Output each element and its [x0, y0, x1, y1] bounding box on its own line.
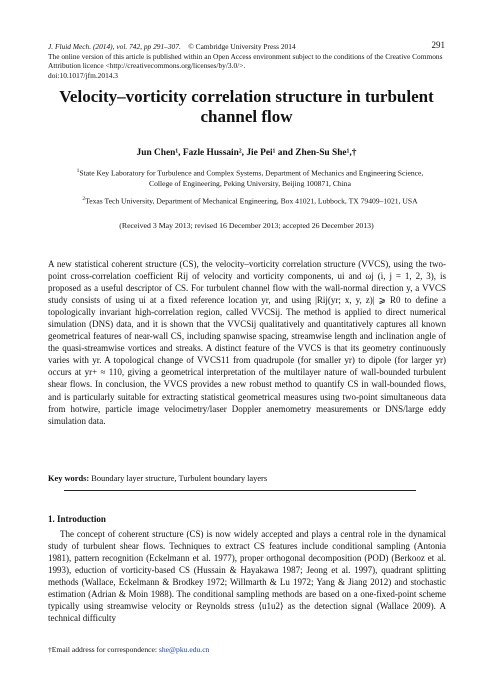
running-header: J. Fluid Mech. (2014), vol. 742, pp 291–…: [48, 42, 446, 80]
divider: [64, 490, 416, 491]
affiliation-mark: 2: [82, 196, 86, 202]
journal-citation: J. Fluid Mech. (2014), vol. 742, pp 291–…: [48, 42, 181, 51]
abstract: A new statistical coherent structure (CS…: [48, 259, 446, 426]
paper-title: Velocity–vorticity correlation structure…: [59, 87, 434, 126]
doi: doi:10.1017/jfm.2014.3: [48, 70, 119, 80]
open-access-notice: The online version of this article is pu…: [48, 51, 443, 71]
footnote: †Email address for correspondence: she@p…: [48, 645, 446, 654]
affiliation-text: State Key Laboratory for Turbulence and …: [79, 168, 424, 188]
page-number: 291: [431, 40, 446, 50]
affiliation-text: Texas Tech University, Department of Mec…: [85, 196, 418, 206]
affiliation-1: 1State Key Laboratory for Turbulence and…: [64, 166, 436, 189]
keywords-list: Boundary layer structure, Turbulent boun…: [91, 474, 268, 483]
keywords-label: Key words:: [48, 474, 90, 483]
section-heading: 1. Introduction: [48, 514, 106, 524]
affiliation-2: 2Texas Tech University, Department of Me…: [64, 194, 436, 207]
affiliation-mark: 1: [76, 168, 80, 174]
footnote-label: †Email address for correspondence:: [48, 645, 158, 654]
keywords: Key words: Boundary layer structure, Tur…: [48, 474, 446, 483]
copyright-notice: © Cambridge University Press 2014: [188, 42, 296, 51]
introduction-text: The concept of coherent structure (CS) i…: [48, 529, 446, 624]
author-list: Jun Chen¹, Fazle Hussain², Jie Pei¹ and …: [136, 148, 357, 158]
received-dates: (Received 3 May 2013; revised 16 Decembe…: [119, 221, 374, 230]
email-link[interactable]: she@pku.edu.cn: [158, 645, 210, 654]
